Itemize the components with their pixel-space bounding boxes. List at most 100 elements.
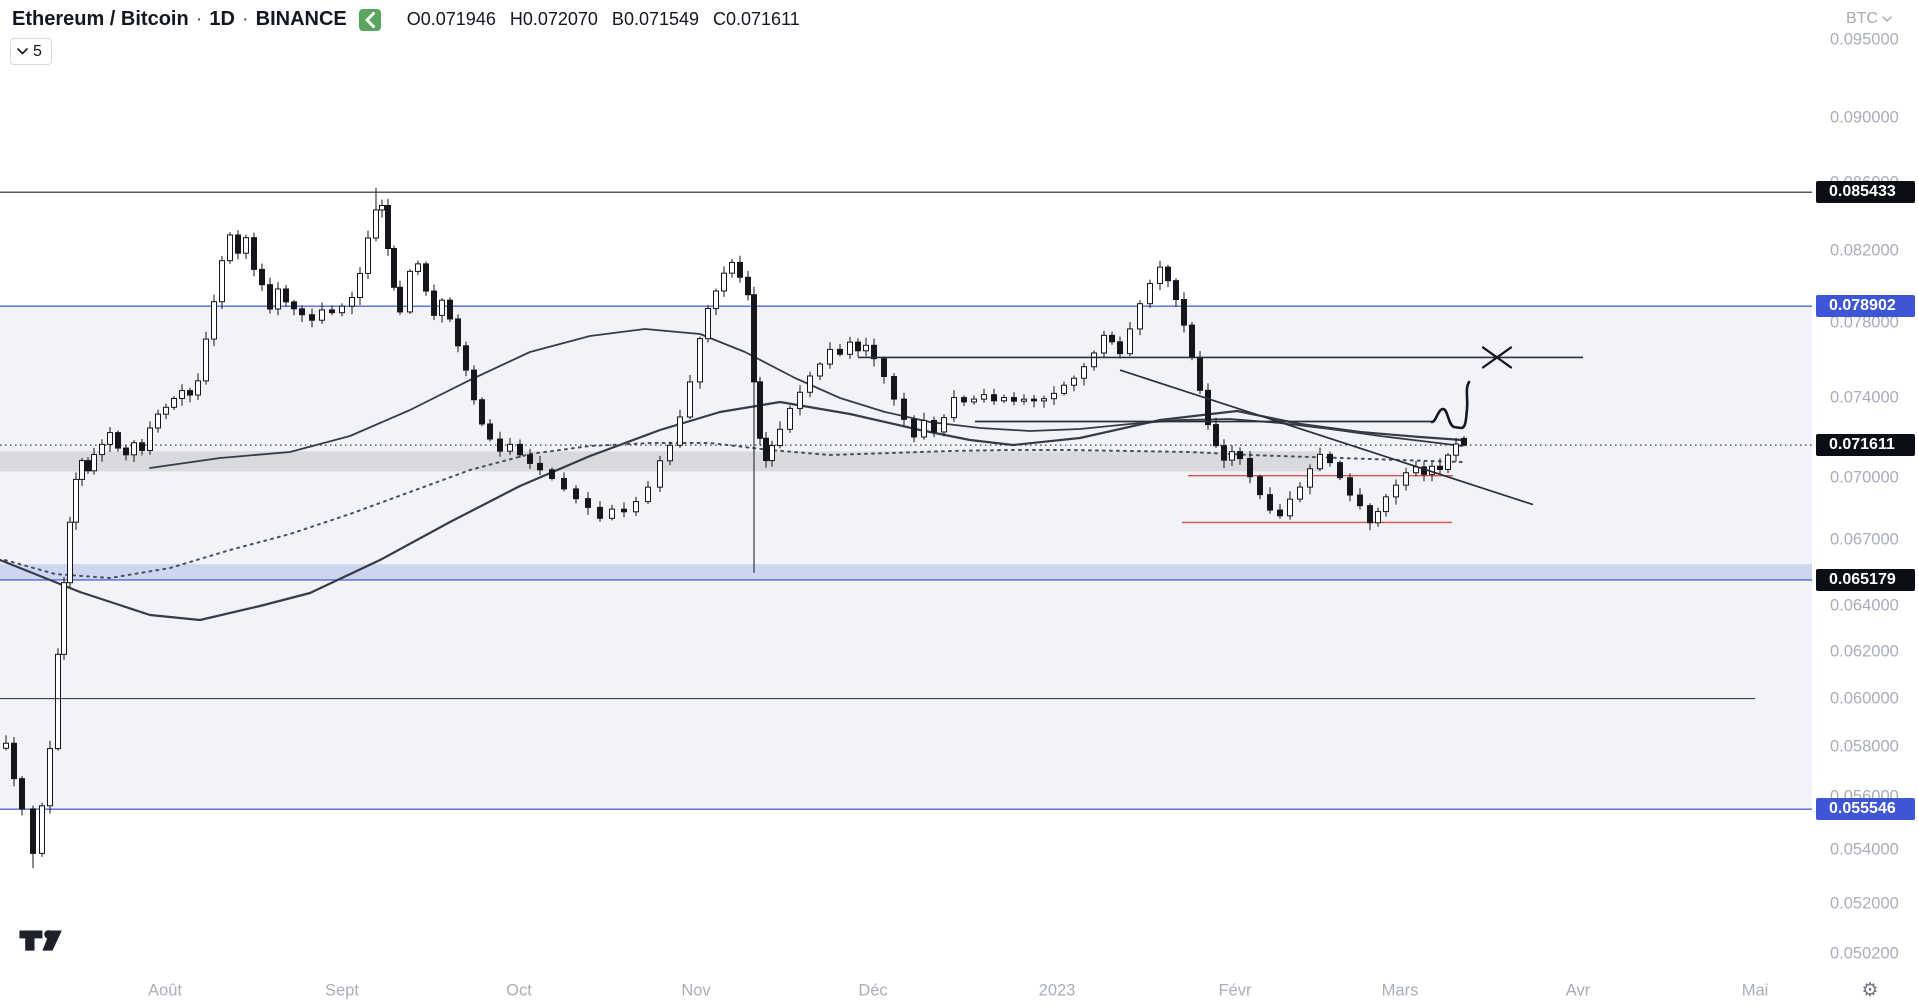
price-badge-blue: 0.055546 [1816, 798, 1915, 821]
price-tick-label: 0.070000 [1830, 468, 1899, 487]
candle-down [855, 341, 861, 352]
candle-up [179, 390, 185, 399]
candle-up [807, 375, 813, 393]
candle-up [1403, 472, 1409, 486]
candle-up [941, 417, 947, 433]
time-tick-label: Oct [506, 981, 532, 1000]
hand-drawn-up-arrow[interactable] [1430, 380, 1471, 430]
ma-long-line[interactable] [0, 400, 1464, 622]
candle-up [729, 261, 735, 274]
candle-up [39, 805, 45, 854]
price-tick-label: 0.062000 [1830, 642, 1899, 661]
time-tick-label: Mai [1741, 981, 1769, 1000]
candle-up [407, 270, 413, 313]
tradingview-logo[interactable] [18, 928, 64, 953]
candle-down [299, 308, 305, 316]
candle-up [1147, 283, 1153, 305]
candle-up [47, 748, 53, 807]
candle-up [55, 653, 61, 750]
time-tick-label: Avr [1565, 981, 1591, 1000]
candle-up [99, 443, 105, 456]
symbol-title[interactable]: Ethereum / Bitcoin · 1D · BINANCE [12, 8, 347, 31]
symbol-name: Ethereum / Bitcoin [12, 8, 189, 30]
candle-up [777, 428, 783, 447]
candle-down [1173, 280, 1179, 300]
candle-up [769, 445, 775, 462]
candle-down [1221, 445, 1227, 461]
candle-down [1357, 494, 1363, 507]
exchange-label: BINANCE [255, 8, 347, 30]
chart-pane[interactable] [0, 0, 1812, 976]
candle-down [621, 508, 627, 513]
candle-down [837, 348, 843, 355]
candle-down [423, 263, 429, 292]
price-tick-label: 0.067000 [1830, 530, 1899, 549]
candle-up [211, 301, 217, 340]
price-tick-label: 0.078000 [1830, 313, 1899, 332]
candle-down [11, 742, 17, 780]
candle-down [745, 276, 751, 296]
candle-up [243, 237, 249, 254]
time-tick-label: Nov [681, 981, 711, 1000]
candle-up [645, 486, 651, 503]
candle-up [131, 442, 137, 456]
candle-up [697, 338, 703, 383]
candle-up [1051, 392, 1057, 400]
price-tick-label: 0.052000 [1830, 894, 1899, 913]
time-axis[interactable]: Août Sept Oct Nov Déc 2023 Févr Mars Avr Mai [0, 976, 1918, 1006]
candle-down [283, 288, 289, 303]
candle-down [30, 808, 36, 854]
low-value: 0.071549 [623, 9, 700, 29]
candle-down [597, 506, 603, 519]
candle-down [1267, 494, 1273, 511]
candle-up [163, 406, 169, 415]
candle-down [123, 447, 129, 456]
descending-trendline[interactable] [1119, 369, 1534, 506]
candle-down [115, 432, 121, 449]
candle-up [921, 419, 927, 438]
high-label: H [509, 9, 523, 29]
candle-up [195, 380, 201, 396]
price-tick-label: 0.058000 [1830, 737, 1899, 756]
chevron-down-icon [17, 48, 28, 55]
candle-up [817, 363, 823, 377]
candle-up [507, 443, 513, 452]
candle-up [439, 299, 445, 316]
exchange-logo-icon [358, 8, 381, 31]
interval-label[interactable]: 1D [209, 8, 235, 30]
price-tick-label: 0.095000 [1830, 30, 1899, 49]
candle-up [971, 398, 977, 403]
candle-up [1297, 486, 1303, 500]
price-zone[interactable] [0, 306, 1812, 810]
candle-down [471, 369, 477, 401]
candle-down [1277, 509, 1283, 517]
close-label: C [713, 9, 727, 29]
candle-up [1127, 328, 1133, 355]
x-mark-drawing[interactable] [1481, 346, 1513, 369]
bar-replay-count-button[interactable]: 5 [10, 38, 52, 65]
candle-down [187, 390, 193, 396]
currency-unit-button[interactable]: BTC [1846, 10, 1892, 28]
axis-settings-gear-icon[interactable]: ⚙ [1861, 980, 1879, 1001]
candle-up [1317, 453, 1323, 470]
ma-dotted-line[interactable] [4, 442, 1463, 579]
candlestick-series[interactable] [3, 187, 1467, 869]
candle-up [847, 341, 853, 355]
candle-up [827, 348, 833, 365]
candle-down [479, 399, 485, 425]
candle-down [1337, 462, 1343, 479]
candle-down [1181, 298, 1187, 326]
price-zone[interactable] [0, 564, 1812, 580]
price-axis[interactable]: 0.0950000.0900000.0860000.0820000.078000… [1812, 0, 1918, 976]
candle-down [1197, 356, 1203, 391]
candle-down [991, 394, 997, 402]
ohlc-readout: O0.071946 H0.072070 B0.071549 C0.071611 [407, 9, 800, 30]
candle-down [487, 423, 493, 440]
candle-down [527, 454, 533, 464]
open-label: O [406, 9, 421, 29]
candle-up [1091, 352, 1097, 368]
candle-down [397, 286, 403, 313]
candle-up [1229, 451, 1235, 461]
candle-down [763, 437, 769, 462]
